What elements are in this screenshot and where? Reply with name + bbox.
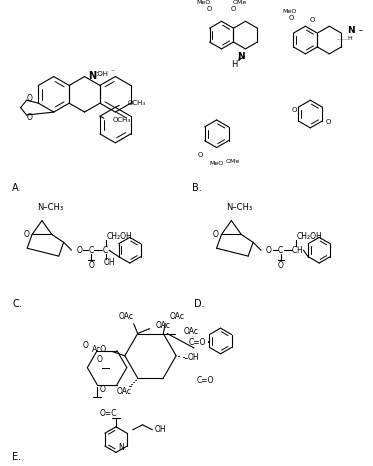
Text: C=O: C=O bbox=[197, 376, 214, 385]
Text: C: C bbox=[278, 246, 283, 255]
Text: O: O bbox=[278, 260, 284, 269]
Text: OCH₃: OCH₃ bbox=[128, 100, 146, 106]
Text: N–CH₃: N–CH₃ bbox=[37, 203, 63, 212]
Text: O: O bbox=[213, 230, 219, 239]
Text: O=C: O=C bbox=[99, 410, 117, 418]
Text: N–CH₃: N–CH₃ bbox=[226, 203, 253, 212]
Text: O: O bbox=[207, 7, 212, 13]
Text: OCH₃: OCH₃ bbox=[113, 117, 131, 123]
Text: B.: B. bbox=[192, 183, 202, 193]
Text: O: O bbox=[26, 112, 32, 122]
Text: H: H bbox=[297, 246, 303, 255]
Text: O: O bbox=[289, 15, 294, 21]
Text: E.: E. bbox=[12, 452, 22, 462]
Text: OMe: OMe bbox=[232, 0, 247, 5]
Text: OAc: OAc bbox=[118, 312, 133, 321]
Text: CH₂OH: CH₂OH bbox=[297, 232, 322, 241]
Text: O: O bbox=[310, 17, 315, 23]
Text: C: C bbox=[292, 246, 297, 255]
Text: A.: A. bbox=[12, 183, 22, 193]
Text: O: O bbox=[88, 260, 94, 269]
Text: AcO: AcO bbox=[92, 345, 107, 354]
Text: OAc: OAc bbox=[116, 387, 131, 396]
Text: OAc: OAc bbox=[170, 312, 185, 321]
Text: N: N bbox=[88, 71, 96, 81]
Text: OH: OH bbox=[154, 425, 166, 434]
Text: D.: D. bbox=[194, 300, 204, 309]
Text: N: N bbox=[347, 26, 355, 34]
Text: OAc: OAc bbox=[156, 321, 171, 330]
Text: MeO: MeO bbox=[197, 0, 211, 5]
Text: OMe: OMe bbox=[225, 159, 239, 164]
Text: O: O bbox=[266, 246, 272, 255]
Text: O: O bbox=[82, 342, 88, 350]
Text: N: N bbox=[237, 52, 244, 62]
Text: CH₂OH: CH₂OH bbox=[107, 232, 133, 241]
Text: O: O bbox=[292, 107, 297, 113]
Text: ......H: ......H bbox=[337, 35, 354, 41]
Text: C=O: C=O bbox=[189, 338, 207, 348]
Text: N: N bbox=[118, 443, 124, 452]
Text: OH: OH bbox=[188, 353, 200, 362]
Text: OAc: OAc bbox=[184, 327, 198, 336]
Text: O: O bbox=[23, 230, 29, 239]
Text: MeO: MeO bbox=[282, 9, 297, 14]
Text: O: O bbox=[26, 94, 32, 103]
Text: ⁻: ⁻ bbox=[111, 68, 115, 76]
Text: C: C bbox=[89, 246, 94, 255]
Text: C.: C. bbox=[12, 300, 22, 309]
Text: H: H bbox=[231, 60, 238, 69]
Text: O: O bbox=[231, 7, 236, 13]
Text: O: O bbox=[96, 355, 102, 364]
Text: O: O bbox=[99, 385, 105, 394]
Text: :OH: :OH bbox=[95, 71, 109, 77]
Text: C: C bbox=[103, 246, 108, 255]
Text: O: O bbox=[325, 119, 331, 125]
Text: MeO: MeO bbox=[210, 161, 224, 166]
Text: –: – bbox=[359, 26, 363, 34]
Text: O: O bbox=[76, 246, 82, 255]
Text: OH: OH bbox=[103, 258, 115, 267]
Text: O: O bbox=[198, 152, 204, 158]
